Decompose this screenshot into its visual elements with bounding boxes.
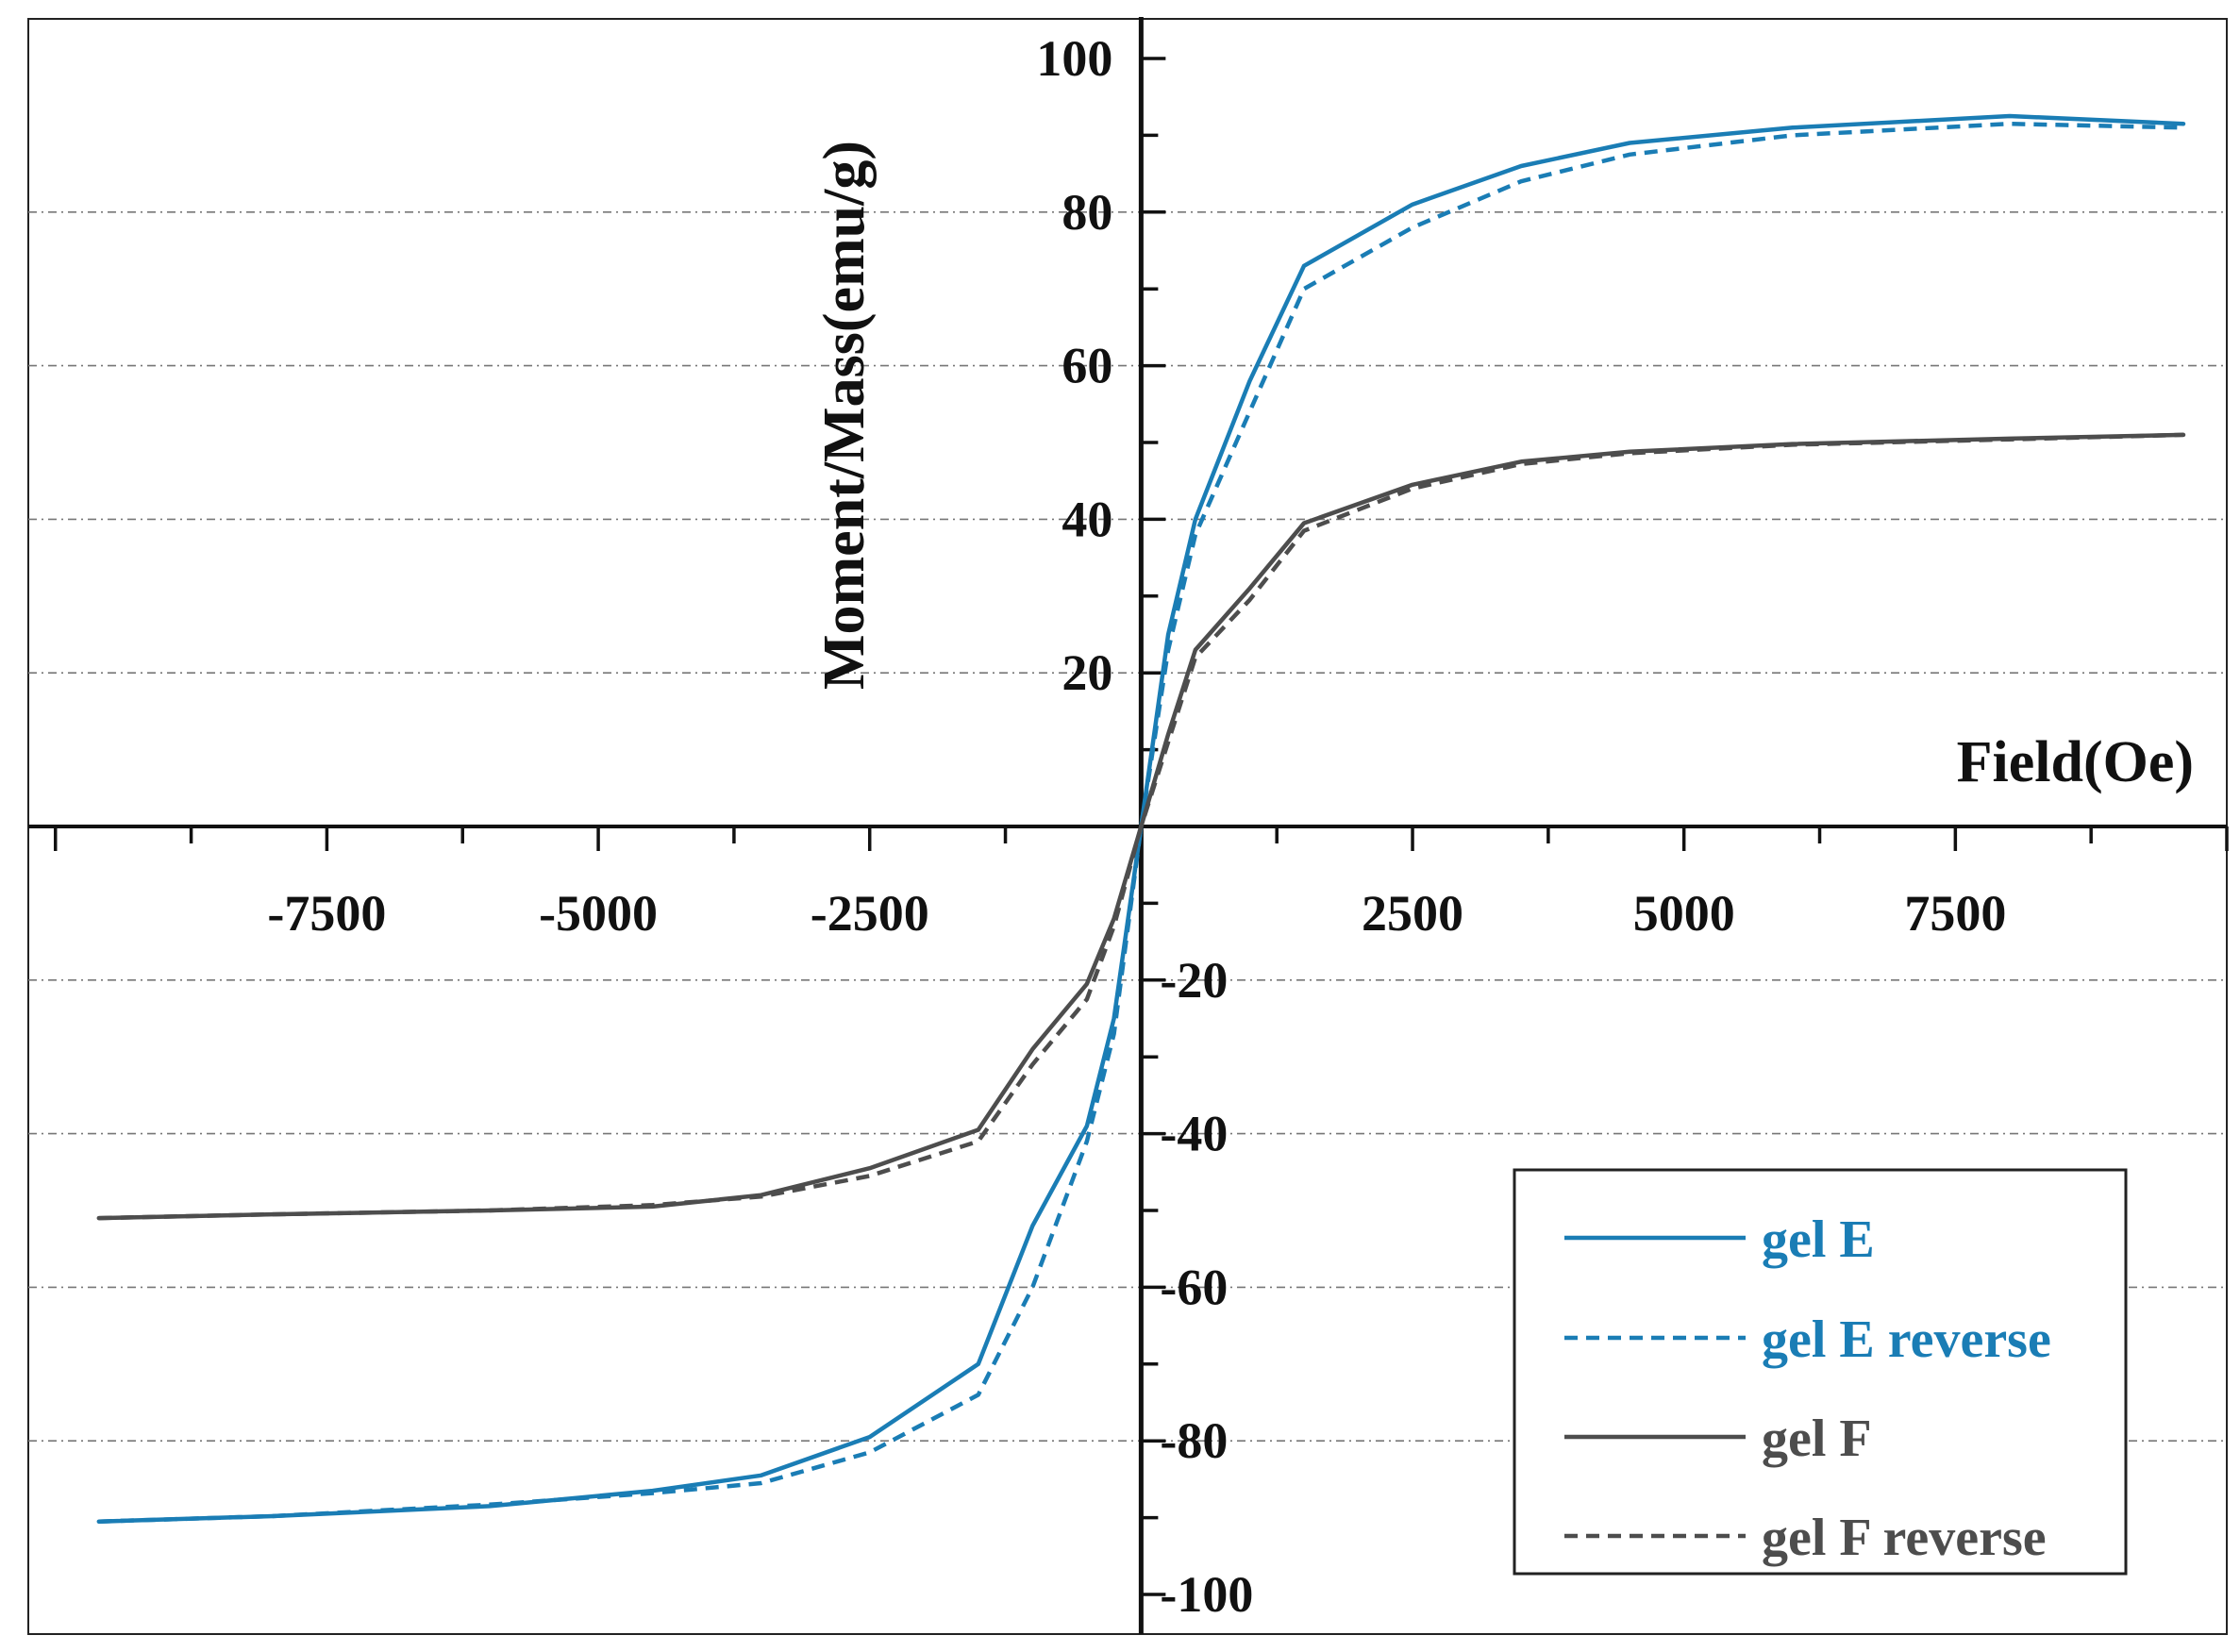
tick-labels: -7500 -5000 -2500 2500 5000 7500 100 80 60 40 20 -2… <box>267 30 2006 1623</box>
x-axis-title: Field(Oe) <box>1957 730 2194 794</box>
legend-label: gel F reverse <box>1762 1509 2047 1567</box>
legend-label: gel E <box>1762 1210 1875 1269</box>
x-tick-label: 7500 <box>1904 885 2006 942</box>
y-tick-label: 40 <box>1061 491 1112 547</box>
x-tick-label: -2500 <box>811 885 929 942</box>
y-tick-label: 80 <box>1061 184 1112 241</box>
y-tick-label: -80 <box>1160 1412 1228 1469</box>
x-tick-label: 5000 <box>1633 885 1735 942</box>
x-tick-label: -7500 <box>267 885 386 942</box>
y-tick-label: -20 <box>1160 952 1228 1009</box>
y-tick-label: -40 <box>1160 1106 1228 1162</box>
y-tick-label: -100 <box>1160 1566 1253 1623</box>
series-line <box>98 121 2184 1524</box>
y-tick-label: 100 <box>1036 30 1112 87</box>
series-line <box>98 432 2184 1221</box>
legend-label: gel E reverse <box>1762 1310 2051 1369</box>
x-tick-label: -5000 <box>539 885 658 942</box>
y-tick-label: -60 <box>1160 1259 1228 1315</box>
y-tick-label: 20 <box>1061 644 1112 701</box>
x-tick-label: 2500 <box>1362 885 1463 942</box>
legend-items: gel E gel E reverse gel F gel F reverse <box>1564 1210 2051 1567</box>
y-axis-title: Moment/Mass(emu/g) <box>812 141 877 690</box>
series-lines <box>96 113 2186 1524</box>
legend: gel E gel E reverse gel F gel F reverse <box>1513 1168 2128 1576</box>
legend-label: gel F <box>1762 1410 1872 1468</box>
y-tick-label: 60 <box>1061 338 1112 394</box>
